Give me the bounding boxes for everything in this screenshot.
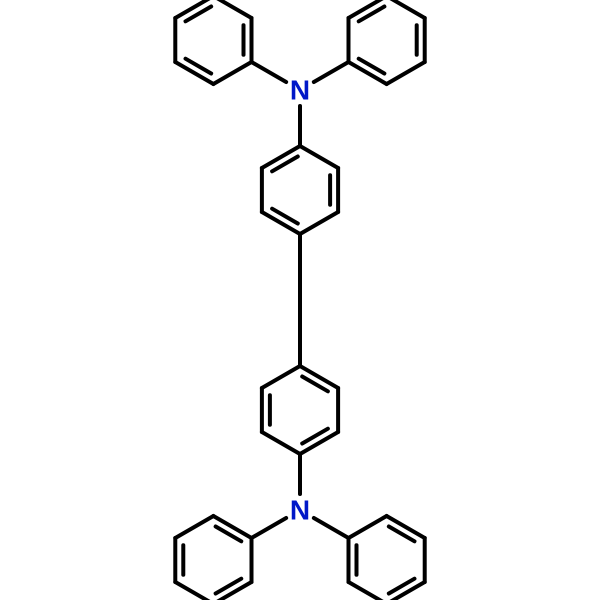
nitrogen-top-label: N xyxy=(290,75,310,106)
nitrogen-bottom-label: N xyxy=(290,495,310,526)
chemical-structure: NN xyxy=(0,0,600,600)
